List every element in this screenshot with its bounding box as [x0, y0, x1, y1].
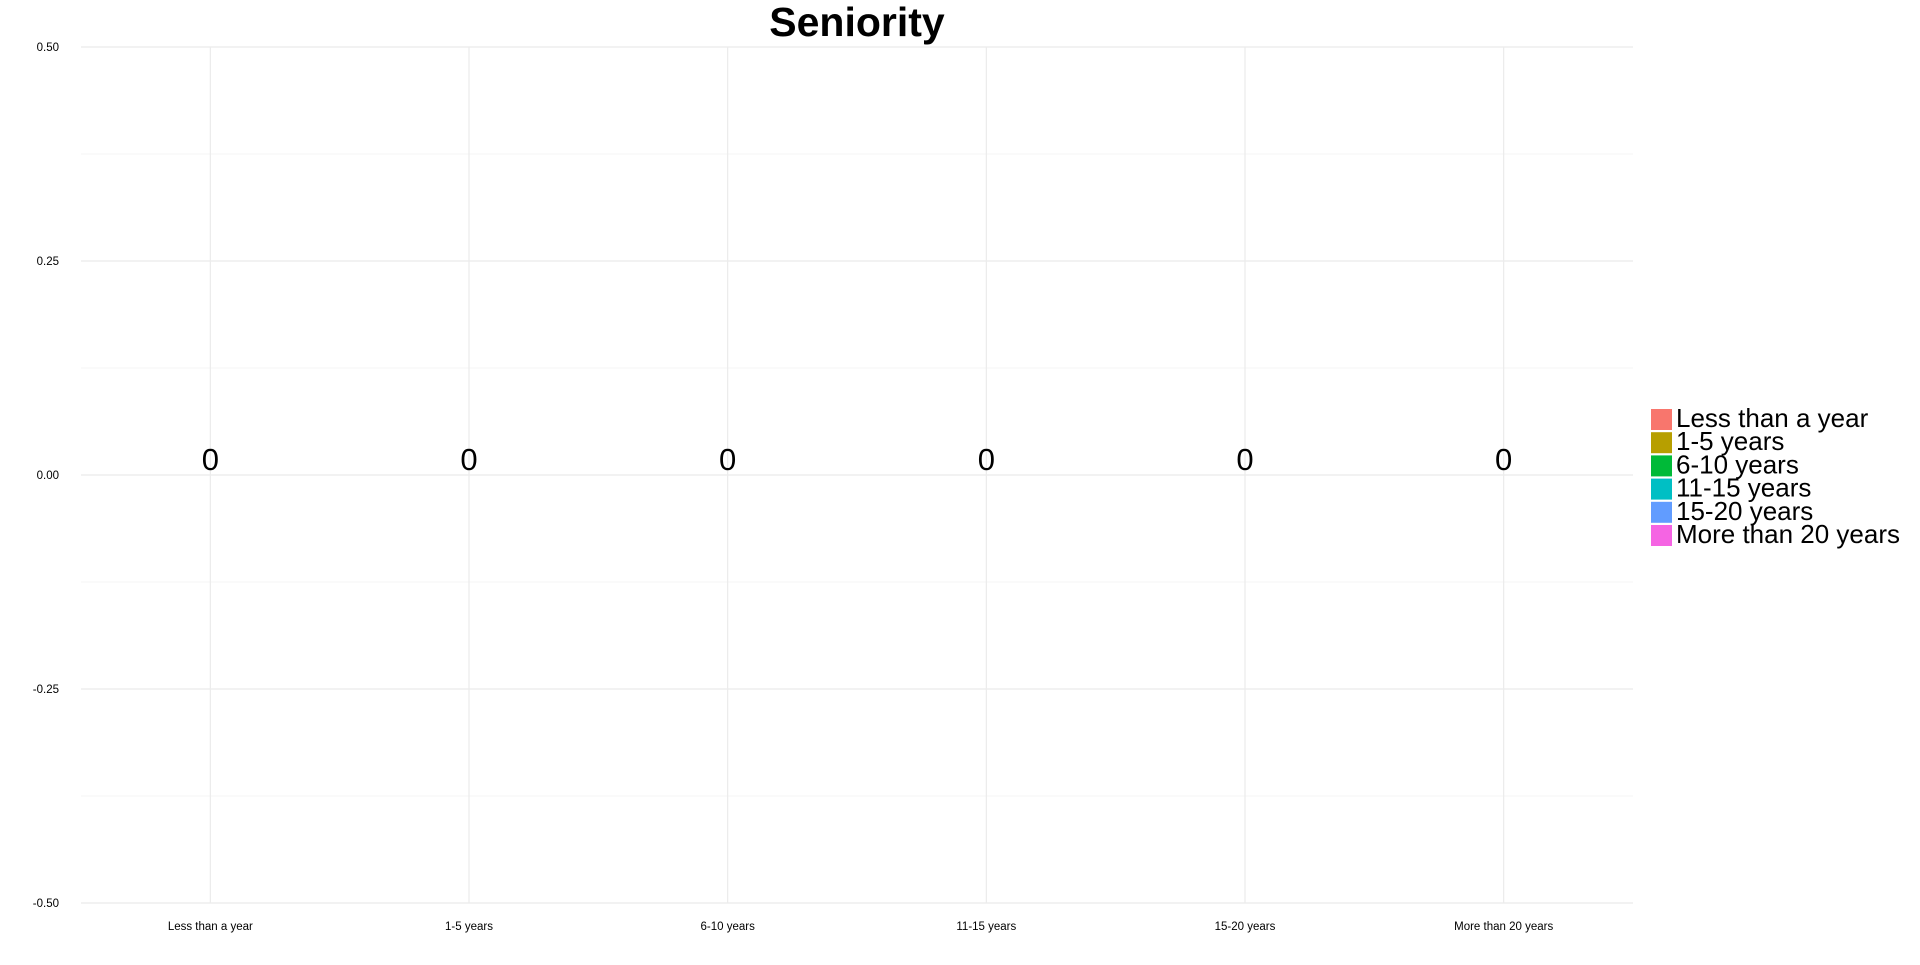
legend-label: 15-20 years — [1676, 496, 1813, 526]
legend-label: 11-15 years — [1676, 473, 1811, 503]
x-tick-label: 11-15 years — [956, 921, 1016, 933]
data-labels-layer: 0 0 0 0 0 0 — [202, 442, 1513, 477]
y-tick-label: 0.50 — [37, 42, 59, 54]
y-tick-label: -0.25 — [33, 684, 59, 696]
y-tick-label: 0.25 — [37, 256, 59, 268]
legend-label: Less than a year — [1676, 403, 1869, 433]
data-label: 0 — [460, 442, 477, 477]
x-tick-label: 15-20 years — [1215, 921, 1276, 933]
data-label: 0 — [1236, 442, 1253, 477]
data-label: 0 — [978, 442, 995, 477]
legend-key — [1651, 409, 1672, 430]
data-label: 0 — [719, 442, 736, 477]
y-tick-label: 0.00 — [37, 470, 59, 482]
legend-key — [1651, 501, 1672, 523]
legend-key — [1651, 432, 1672, 454]
legend-key — [1651, 455, 1672, 477]
chart-title: Seniority — [769, 0, 945, 45]
legend-key — [1651, 525, 1672, 546]
legend-label: 6-10 years — [1676, 449, 1799, 479]
data-label: 0 — [202, 442, 219, 477]
legend-key — [1651, 478, 1672, 500]
data-label: 0 — [1495, 442, 1512, 477]
x-tick-label: More than 20 years — [1454, 921, 1553, 933]
x-tick-label: 1-5 years — [445, 921, 493, 933]
x-axis: Less than a year 1-5 years 6-10 years 11-15… — [168, 921, 1554, 933]
grid-layer — [81, 46, 1633, 904]
legend-label: More than 20 years — [1676, 519, 1900, 549]
y-axis: -0.50 -0.25 0.00 0.25 0.50 — [33, 42, 59, 910]
legend-label: 1-5 years — [1676, 426, 1784, 456]
x-tick-label: 6-10 years — [700, 921, 755, 933]
x-tick-label: Less than a year — [168, 921, 253, 933]
y-tick-label: -0.50 — [33, 898, 59, 910]
